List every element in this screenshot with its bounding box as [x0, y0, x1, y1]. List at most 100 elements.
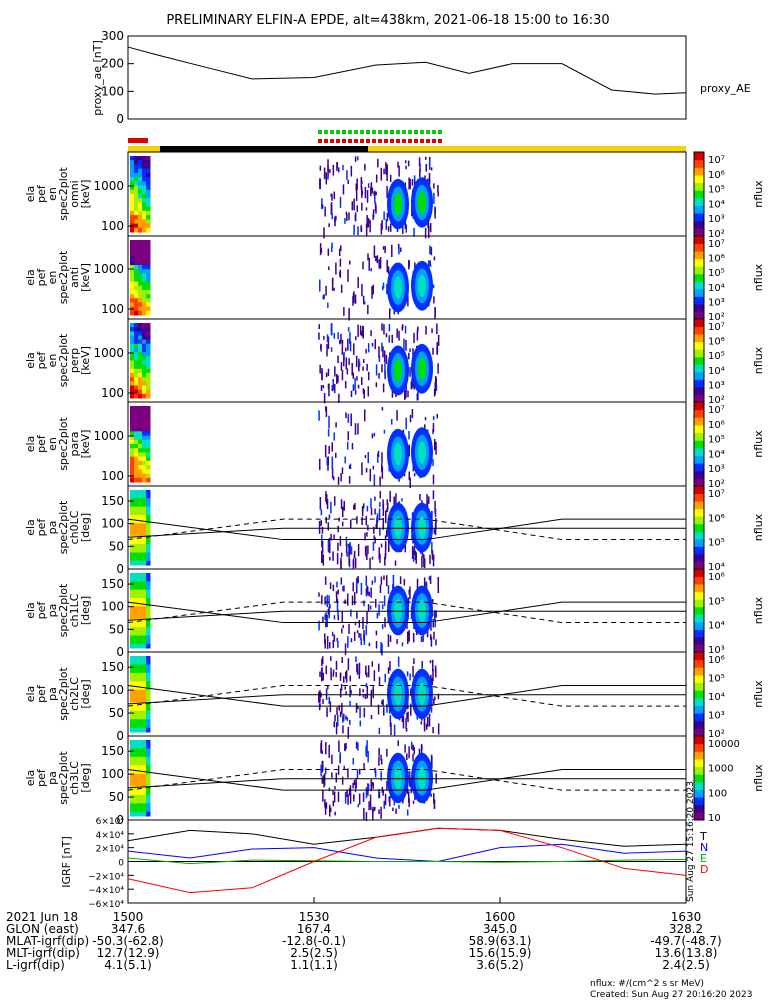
igrf-ytick-label: 6×10⁴: [96, 817, 125, 827]
spec-streak: [388, 539, 390, 552]
spec-streak: [383, 324, 385, 335]
spec-streak: [366, 505, 369, 512]
spec-ytick-label: 50: [109, 539, 124, 553]
spec-streak: [399, 576, 402, 585]
spec-streak: [378, 809, 380, 815]
spec-ylabel-line: [deg]: [79, 679, 92, 708]
spec-streak: [433, 792, 435, 804]
flag-green-dash: [366, 130, 370, 134]
spec-pixel: [146, 494, 151, 499]
spec-pixel: [146, 598, 151, 603]
spec-pixel: [142, 748, 147, 754]
footer-value: 345.0: [483, 922, 517, 936]
spec-streak: [353, 795, 355, 799]
spec-pixel: [142, 761, 147, 766]
spec-streak: [321, 198, 323, 207]
spec-blob-core: [394, 276, 402, 299]
spec-streak: [374, 339, 377, 350]
spec-streak: [433, 610, 436, 621]
spec-pixel: [138, 290, 143, 295]
spec-pixel: [146, 527, 151, 533]
spec-pixel: [146, 339, 151, 345]
spec-pixel: [146, 548, 151, 553]
spec-pixel: [138, 156, 143, 161]
spec-pixel: [138, 252, 143, 258]
flag-red-dash: [348, 139, 352, 143]
spec-streak: [381, 700, 383, 705]
spec-streak: [356, 205, 358, 212]
spec-streak: [353, 554, 356, 559]
spec-streak: [324, 802, 327, 815]
spec-pixel: [138, 799, 143, 804]
spec-streak: [354, 423, 357, 435]
spec-streak: [344, 791, 347, 804]
spec-pixel: [130, 418, 135, 424]
spec-pixel: [142, 185, 147, 191]
spec-pixel: [142, 490, 147, 495]
spec-pixel: [138, 765, 143, 771]
spec-streak: [327, 429, 330, 437]
spec-streak: [321, 777, 324, 784]
spec-ytick-label: 50: [109, 622, 124, 636]
spec-pixel: [130, 227, 135, 233]
spec-streak: [356, 376, 358, 381]
spec-streak: [383, 800, 386, 809]
spec-ylabel-line: [deg]: [79, 513, 92, 542]
flag-green-dash: [438, 130, 442, 134]
spec-pixel: [146, 765, 151, 771]
spec-streak: [333, 791, 336, 803]
flag-green-dash: [384, 130, 388, 134]
spec-streak: [332, 790, 334, 795]
spec-streak: [341, 628, 343, 634]
spec-streak: [408, 260, 410, 267]
spec-streak: [433, 799, 436, 809]
spec-pixel: [146, 356, 151, 361]
spec-pixel: [146, 206, 151, 212]
spec-streak: [337, 167, 340, 173]
spec-streak: [327, 685, 329, 690]
flag-red-dash: [330, 139, 334, 143]
spec-streak: [331, 468, 334, 479]
spec-pixel: [138, 677, 143, 682]
spec-pixel: [146, 244, 151, 249]
spec-streak: [434, 381, 436, 395]
spec-streak: [354, 156, 357, 162]
igrf-ytick-label: −4×10⁴: [88, 886, 124, 896]
spec-pixel: [130, 494, 135, 499]
spec-pixel: [134, 360, 139, 366]
spec-pixel: [134, 556, 139, 562]
spec-pixel: [130, 427, 135, 432]
spec-streak: [373, 245, 376, 258]
spec-streak: [334, 786, 336, 790]
spec-streak: [331, 631, 334, 637]
spec-streak: [349, 463, 352, 469]
colorbar-segment: [694, 182, 704, 191]
spec-pixel: [142, 694, 147, 699]
spec-pixel: [142, 643, 147, 649]
spec-streak: [368, 801, 370, 811]
spec-streak: [331, 385, 334, 392]
spec-streak: [333, 615, 336, 620]
spec-pixel: [134, 672, 139, 678]
spec-streak: [388, 707, 391, 714]
spec-streak: [371, 580, 374, 585]
spec-pixel: [146, 556, 151, 562]
spec-ylabel-line: ela: [24, 519, 37, 536]
spec-pixel: [142, 281, 147, 287]
spec-pixel: [146, 710, 151, 716]
spec-streak: [365, 515, 368, 526]
spec-pixel: [134, 598, 139, 603]
colorbar-segment: [694, 281, 704, 290]
colorbar-segment: [694, 251, 704, 260]
spec-streak: [437, 587, 440, 594]
spec-streak: [371, 286, 373, 299]
spec-streak: [325, 622, 327, 628]
spec-ylabel-line: spec2plot: [57, 333, 70, 387]
spec-streak: [359, 325, 362, 336]
spec-blob-core: [418, 682, 426, 706]
spec-streak: [365, 682, 368, 688]
spec-streak: [346, 790, 348, 797]
spec-pixel: [134, 756, 139, 762]
spec-streak: [355, 189, 358, 201]
